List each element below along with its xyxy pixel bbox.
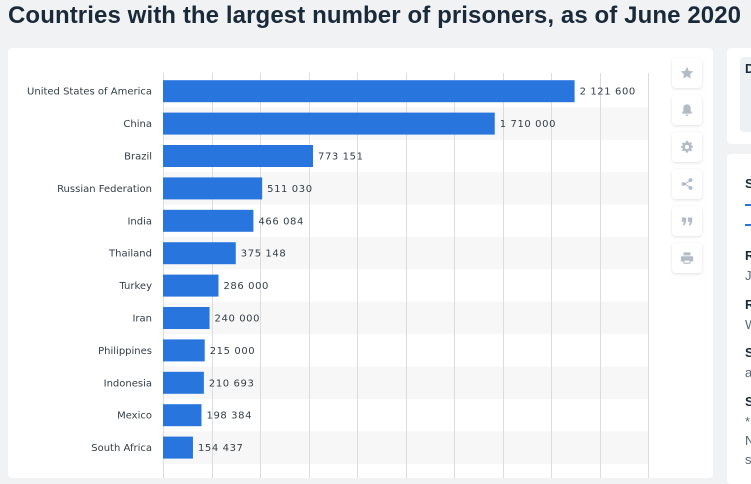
bar[interactable]	[163, 436, 193, 459]
bar[interactable]	[163, 274, 219, 297]
download-panel-label: D	[745, 61, 751, 76]
notification-button[interactable]	[672, 95, 702, 125]
bar[interactable]	[163, 339, 205, 362]
share-icon	[681, 178, 693, 190]
value-label: 240 000	[215, 314, 261, 325]
category-label: Mexico	[117, 411, 152, 422]
side-panel-letter: S	[745, 176, 751, 191]
row-stripe	[163, 431, 648, 464]
favorite-button[interactable]	[672, 58, 702, 88]
settings-button[interactable]	[672, 132, 702, 162]
side-panel-letter: *	[745, 414, 751, 429]
value-label: 375 148	[241, 249, 287, 260]
category-label: China	[123, 119, 152, 130]
cite-button[interactable]	[672, 206, 702, 236]
bar[interactable]	[163, 80, 575, 103]
bar[interactable]	[163, 177, 263, 200]
printer-icon	[680, 252, 694, 264]
side-panel-letter: R	[745, 297, 751, 312]
value-label: 1 710 000	[500, 119, 556, 130]
row-stripe	[163, 366, 648, 399]
bar[interactable]	[163, 145, 313, 167]
value-label: 286 000	[223, 281, 269, 292]
category-label: South Africa	[91, 443, 152, 454]
bar[interactable]	[163, 112, 495, 135]
chart-toolbar	[672, 58, 702, 280]
side-panel-letter: s	[745, 452, 751, 467]
quote-icon	[681, 217, 693, 226]
side-panel-main	[727, 154, 751, 484]
bar[interactable]	[163, 404, 202, 427]
side-panel-letter: S	[745, 394, 751, 409]
bar[interactable]	[163, 371, 204, 394]
tab-underline	[745, 204, 751, 206]
value-label: 154 437	[198, 443, 244, 454]
side-panel-letter: Ju	[745, 268, 751, 283]
bar[interactable]	[163, 307, 210, 329]
bar-chart: United States of America 2 121 600 China 1 …	[27, 73, 649, 478]
category-label: Turkey	[118, 281, 152, 292]
row-stripe	[163, 237, 648, 270]
side-panel-letter: W	[745, 317, 751, 332]
category-label: India	[127, 216, 152, 227]
value-label: 198 384	[206, 411, 252, 422]
side-panel-letter: R	[745, 248, 751, 263]
bell-icon	[682, 104, 692, 117]
side-panel-letter: a	[745, 365, 751, 380]
value-label: 773 151	[318, 152, 364, 163]
category-label: Russian Federation	[57, 184, 152, 195]
side-panel-letter: N	[745, 433, 751, 448]
category-label: Brazil	[124, 152, 152, 163]
value-label: 466 084	[258, 216, 304, 227]
tab-underline	[745, 224, 751, 226]
bar[interactable]	[163, 242, 236, 265]
category-label: United States of America	[27, 87, 152, 98]
gear-icon	[680, 140, 694, 153]
row-stripe	[163, 301, 648, 335]
side-panel-letter: S	[745, 345, 751, 360]
share-button[interactable]	[672, 169, 702, 199]
category-label: Iran	[132, 314, 152, 325]
value-label: 2 121 600	[580, 87, 636, 98]
download-panel[interactable]	[740, 57, 751, 132]
page-title: Countries with the largest number of pri…	[8, 2, 742, 29]
value-label: 210 693	[209, 378, 255, 389]
value-label: 215 000	[210, 346, 256, 357]
value-label: 511 030	[267, 184, 313, 195]
category-label: Indonesia	[104, 378, 152, 389]
print-button[interactable]	[672, 243, 702, 273]
category-label: Thailand	[108, 249, 152, 260]
star-icon	[680, 66, 694, 79]
bar[interactable]	[163, 209, 254, 232]
chart-card: United States of America 2 121 600 China 1 …	[8, 48, 713, 478]
category-label: Philippines	[98, 346, 152, 357]
